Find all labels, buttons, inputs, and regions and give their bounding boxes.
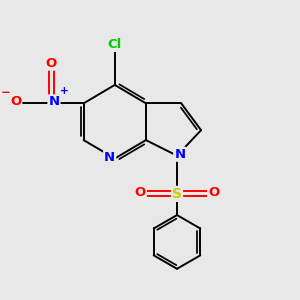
Text: O: O xyxy=(10,95,21,108)
Text: S: S xyxy=(172,187,182,201)
Text: −: − xyxy=(0,86,10,99)
Text: N: N xyxy=(174,148,185,161)
Text: +: + xyxy=(60,86,69,96)
Text: O: O xyxy=(208,186,219,199)
Text: Cl: Cl xyxy=(108,38,122,51)
Text: N: N xyxy=(104,151,115,164)
Text: N: N xyxy=(48,95,59,108)
Text: O: O xyxy=(135,186,146,199)
Text: O: O xyxy=(46,57,57,70)
